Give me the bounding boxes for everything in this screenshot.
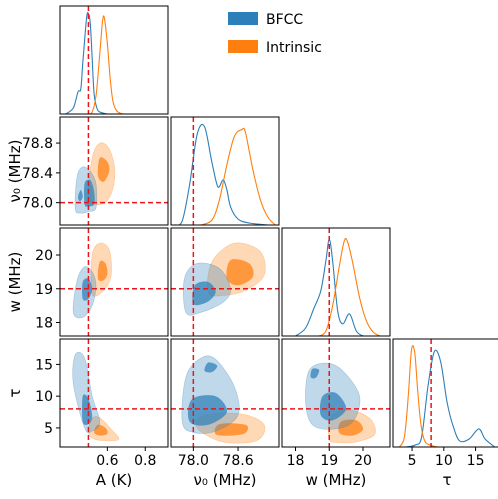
contour-intrinsic-inner: [226, 259, 254, 286]
y-tick-label-nu0: 78.8: [22, 136, 53, 152]
x-tick-label-tau: 10: [435, 453, 453, 469]
contour-bfcc-inner: [187, 395, 228, 426]
contour-bfcc-inner: [82, 394, 93, 425]
contour-intrinsic-inner: [97, 157, 110, 182]
x-tick-label-nu0: 78.0: [178, 453, 209, 469]
contour-bfcc-inner: [84, 179, 95, 207]
x-tick-label-A: 0.6: [96, 453, 118, 469]
y-axis-label-nu0: ν₀ (MHz): [6, 140, 24, 203]
panel-nu0-vs-tau-frame: [170, 338, 280, 448]
density-curve-bfcc: [174, 123, 268, 225]
panel-nu0-content: [174, 123, 276, 225]
density-curve-intrinsic: [200, 127, 276, 225]
y-axis-label-tau: τ: [6, 388, 24, 397]
contour-bfcc-blob: [77, 190, 83, 202]
y-tick-label-nu0: 78.0: [22, 196, 53, 212]
x-tick-label-w: 20: [354, 453, 372, 469]
x-axis-label-A: A (K): [96, 471, 133, 489]
density-curve-intrinsic: [318, 237, 381, 336]
legend-label-intrinsic: Intrinsic: [266, 40, 322, 56]
contour-bfcc-inner: [319, 392, 347, 421]
y-tick-label-w: 20: [35, 248, 53, 264]
panel-nu0-vs-w-content: [183, 242, 266, 316]
legend-swatch-intrinsic: [228, 40, 258, 53]
panel-A-vs-w-frame: [59, 227, 169, 337]
contour-bfcc-blob: [204, 362, 218, 373]
y-axis-label-w: w (MHz): [6, 252, 24, 313]
y-tick-label-w: 18: [35, 316, 53, 332]
panel-A-content: [65, 12, 123, 114]
contour-intrinsic-inner: [338, 419, 364, 436]
density-curve-bfcc: [405, 349, 495, 447]
panel-w-vs-tau-content: [305, 362, 376, 444]
contour-intrinsic-inner: [94, 424, 108, 436]
contour-bfcc-outer: [72, 351, 101, 434]
panel-A-vs-w-content: [72, 242, 112, 319]
x-tick-label-tau: 15: [467, 453, 485, 469]
y-tick-label-tau: 5: [44, 421, 53, 437]
x-axis-label-tau: τ: [442, 471, 451, 489]
panel-A-frame: [59, 5, 169, 115]
x-axis-label-w: w (MHz): [306, 471, 367, 489]
density-curve-intrinsic: [398, 345, 438, 447]
contour-bfcc-inner: [192, 281, 216, 306]
panel-w-vs-tau-frame: [281, 338, 391, 448]
panel-A-vs-tau-frame: [59, 338, 169, 448]
y-tick-label-tau: 15: [35, 357, 53, 373]
density-curve-intrinsic: [88, 15, 123, 114]
x-tick-label-tau: 5: [408, 453, 417, 469]
x-tick-label-nu0: 78.6: [222, 453, 253, 469]
panel-nu0-frame: [170, 116, 280, 226]
y-tick-label-nu0: 78.4: [22, 166, 53, 182]
contour-intrinsic-inner: [214, 423, 249, 436]
x-tick-label-A: 0.8: [134, 453, 156, 469]
panel-tau-frame: [392, 338, 498, 448]
contour-intrinsic-inner: [97, 260, 108, 281]
panel-w-frame: [281, 227, 391, 337]
panel-A-vs-nu0-content: [74, 142, 116, 214]
panel-nu0-vs-tau-content: [181, 355, 266, 444]
panel-nu0-vs-w-frame: [170, 227, 280, 337]
y-tick-label-w: 19: [35, 282, 53, 298]
legend-label-bfcc: BFCC: [266, 12, 303, 28]
x-tick-label-w: 18: [287, 453, 305, 469]
contour-bfcc-blob: [310, 368, 320, 379]
panel-tau-content: [398, 345, 495, 447]
x-tick-label-w: 19: [320, 453, 338, 469]
legend-swatch-bfcc: [228, 12, 258, 25]
x-axis-label-nu0: ν₀ (MHz): [194, 471, 257, 489]
density-curve-bfcc: [295, 239, 364, 336]
panel-w-content: [295, 237, 381, 336]
density-curve-bfcc: [65, 12, 108, 114]
y-tick-label-tau: 10: [35, 389, 53, 405]
panel-A-vs-tau-content: [72, 351, 120, 442]
panel-A-vs-nu0-frame: [59, 116, 169, 226]
